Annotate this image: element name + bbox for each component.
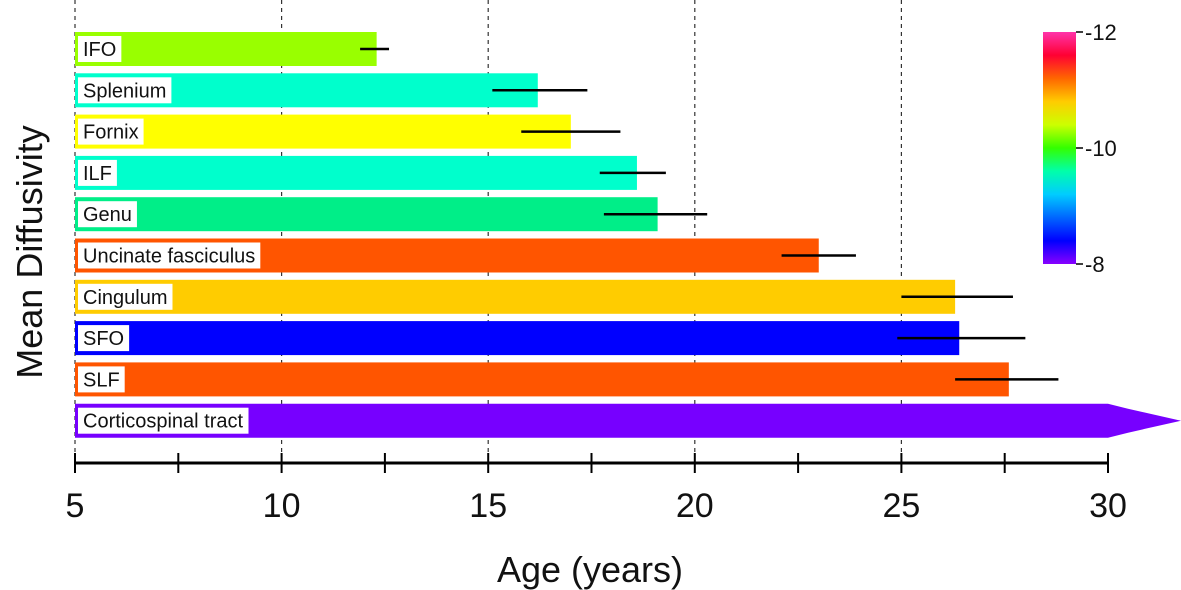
bar-label-uncinate-fasciculus: Uncinate fasciculus — [83, 246, 255, 268]
colorbar-label-neg8: -8 — [1085, 252, 1105, 277]
bar-label-fornix: Fornix — [83, 122, 139, 144]
bar-label-box-sfo — [78, 325, 130, 352]
bar-cingulum — [75, 279, 956, 314]
bar-label-splenium: Splenium — [83, 80, 166, 102]
bar-label-sfo: SFO — [83, 328, 124, 350]
x-axis: 5 10 15 20 25 30 — [66, 453, 1127, 525]
bar-label-genu: Genu — [83, 204, 132, 226]
bar-label-box-splenium — [78, 77, 172, 104]
bar-label-box-uncinate-fasciculus — [78, 242, 261, 269]
bar-label-box-genu — [78, 201, 137, 228]
x-axis-title: Age (years) — [497, 549, 683, 590]
colorbar-scale — [1043, 32, 1076, 264]
bar-label-box-fornix — [78, 118, 144, 145]
bar-corticospinal-tract — [75, 403, 1181, 438]
bar-label-corticospinal-tract: Corticospinal tract — [83, 411, 244, 433]
x-tick-label-30: 30 — [1089, 487, 1127, 525]
bar-labels: IFO Splenium Fornix ILF Genu Uncinate fascicu… — [78, 36, 261, 434]
bar-fornix — [75, 114, 571, 149]
bar-label-box-slf — [78, 366, 125, 393]
bar-label-cingulum: Cingulum — [83, 287, 167, 309]
colorbar-label-neg10: -10 — [1085, 136, 1117, 161]
error-bars — [360, 47, 1059, 381]
x-tick-label-20: 20 — [676, 487, 714, 525]
bar-label-ifo: IFO — [83, 39, 116, 61]
x-tick-label-15: 15 — [469, 487, 507, 525]
y-axis-title: Mean Diffusivity — [9, 125, 50, 378]
bar-label-box-ilf — [78, 159, 117, 186]
bar-label-box-cingulum — [78, 283, 173, 310]
bar-ifo — [75, 32, 377, 66]
x-tick-label-10: 10 — [263, 487, 301, 525]
bar-label-ilf: ILF — [83, 163, 112, 185]
bar-slf — [75, 362, 1009, 397]
x-tick-label-5: 5 — [66, 487, 85, 525]
x-tick-label-25: 25 — [882, 487, 920, 525]
colorbar: -12 -10 -8 — [1043, 20, 1117, 277]
bar-genu — [75, 197, 658, 232]
bar-label-slf: SLF — [83, 369, 120, 391]
bar-label-box-corticospinal-tract — [78, 407, 249, 434]
bar-label-box-ifo — [78, 36, 122, 62]
colorbar-label-neg12: -12 — [1085, 20, 1117, 45]
bars — [75, 32, 1181, 438]
bar-ilf — [75, 155, 637, 190]
bar-sfo — [75, 321, 960, 356]
